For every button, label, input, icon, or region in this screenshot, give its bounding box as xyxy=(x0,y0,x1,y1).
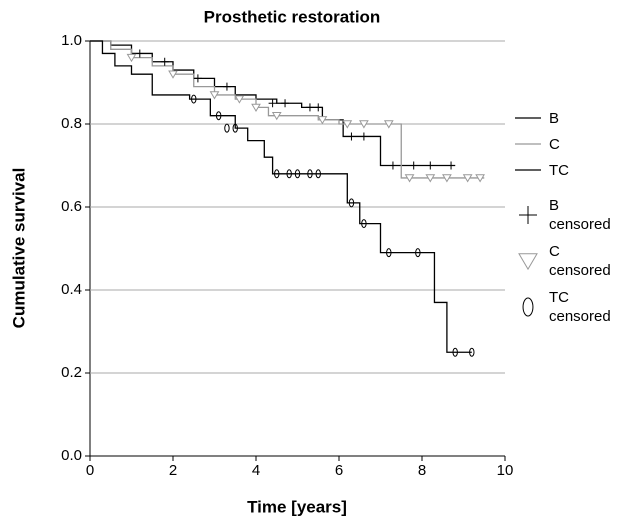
censor-mark xyxy=(522,297,534,317)
legend-label: TC xyxy=(549,161,569,179)
censor-mark xyxy=(222,82,231,91)
survival-line xyxy=(90,40,472,353)
y-tick-label: 0.0 xyxy=(61,447,82,464)
censor-mark xyxy=(386,248,392,258)
x-tick-label: 10 xyxy=(497,462,514,479)
censor-mark xyxy=(193,74,202,83)
y-tick-label: 0.4 xyxy=(61,281,82,298)
censor-mark xyxy=(160,57,169,66)
censor-mark xyxy=(426,161,435,170)
censor-mark xyxy=(209,91,220,100)
x-tick-label: 2 xyxy=(169,462,177,479)
censor-mark xyxy=(348,198,355,208)
censor-mark xyxy=(274,169,280,179)
censor-mark xyxy=(475,174,485,183)
censor-mark xyxy=(342,120,353,129)
censor-mark xyxy=(404,174,415,183)
censor-mark xyxy=(359,120,369,129)
censor-mark xyxy=(232,123,238,133)
x-tick-label: 6 xyxy=(335,462,343,479)
y-tick-label: 1.0 xyxy=(61,32,82,49)
censor-mark xyxy=(168,70,178,79)
censor-mark xyxy=(469,347,475,357)
legend-item: C censored xyxy=(515,242,611,280)
censor-mark xyxy=(294,169,301,179)
chart-title: Prosthetic restoration xyxy=(204,7,381,26)
y-axis-label: Cumulative survival xyxy=(9,168,28,329)
legend-label: C xyxy=(549,135,560,153)
censor-mark xyxy=(251,103,261,112)
censor-mark xyxy=(314,103,323,112)
censor-mark xyxy=(135,49,144,58)
legend-icon xyxy=(515,169,541,171)
censor-mark xyxy=(286,169,292,179)
censor-mark xyxy=(425,174,436,183)
legend-item: TC xyxy=(515,158,569,182)
censor-mark xyxy=(442,174,452,183)
legend-label: TC censored xyxy=(549,289,611,325)
legend-icon xyxy=(522,297,534,317)
legend-icon xyxy=(518,253,538,271)
y-tick-label: 0.8 xyxy=(61,115,82,132)
censor-mark xyxy=(215,111,222,121)
censor-mark xyxy=(191,94,197,104)
legend-icon xyxy=(519,206,537,224)
censor-mark xyxy=(234,95,245,104)
censor-mark xyxy=(315,169,321,179)
censor-mark xyxy=(447,161,456,170)
censor-mark xyxy=(305,103,314,112)
survival-line xyxy=(90,40,485,179)
legend-label: B censored xyxy=(549,197,611,233)
x-tick-label: 8 xyxy=(418,462,426,479)
censor-mark xyxy=(452,347,458,357)
legend-icon xyxy=(515,143,541,145)
legend-item: TC censored xyxy=(515,288,611,326)
censor-mark xyxy=(126,53,137,63)
censor-mark xyxy=(224,123,230,133)
censor-mark xyxy=(388,161,397,170)
legend-label: B xyxy=(549,109,560,127)
x-tick-label: 4 xyxy=(252,462,260,479)
censor-mark xyxy=(347,132,356,141)
x-axis-label: Time [years] xyxy=(247,497,347,516)
y-tick-label: 0.2 xyxy=(61,364,82,381)
censor-mark xyxy=(383,120,394,129)
censor-mark xyxy=(462,174,473,183)
y-tick-label: 0.6 xyxy=(61,198,82,215)
legend-item: B xyxy=(515,106,559,130)
censor-mark xyxy=(518,253,538,271)
legend-item: B censored xyxy=(515,196,611,234)
legend-item: C xyxy=(515,132,560,156)
legend-icon xyxy=(515,117,541,119)
censor-mark xyxy=(317,116,328,125)
censor-mark xyxy=(415,248,421,258)
legend-label: C censored xyxy=(549,243,611,279)
x-tick-label: 0 xyxy=(86,462,94,479)
censor-mark xyxy=(268,99,277,108)
censor-mark xyxy=(359,132,368,141)
censor-mark xyxy=(307,169,313,179)
censor-mark xyxy=(281,99,290,108)
censor-mark xyxy=(519,206,537,224)
censor-mark xyxy=(361,219,367,229)
censor-mark xyxy=(271,112,282,121)
censor-mark xyxy=(409,161,418,170)
